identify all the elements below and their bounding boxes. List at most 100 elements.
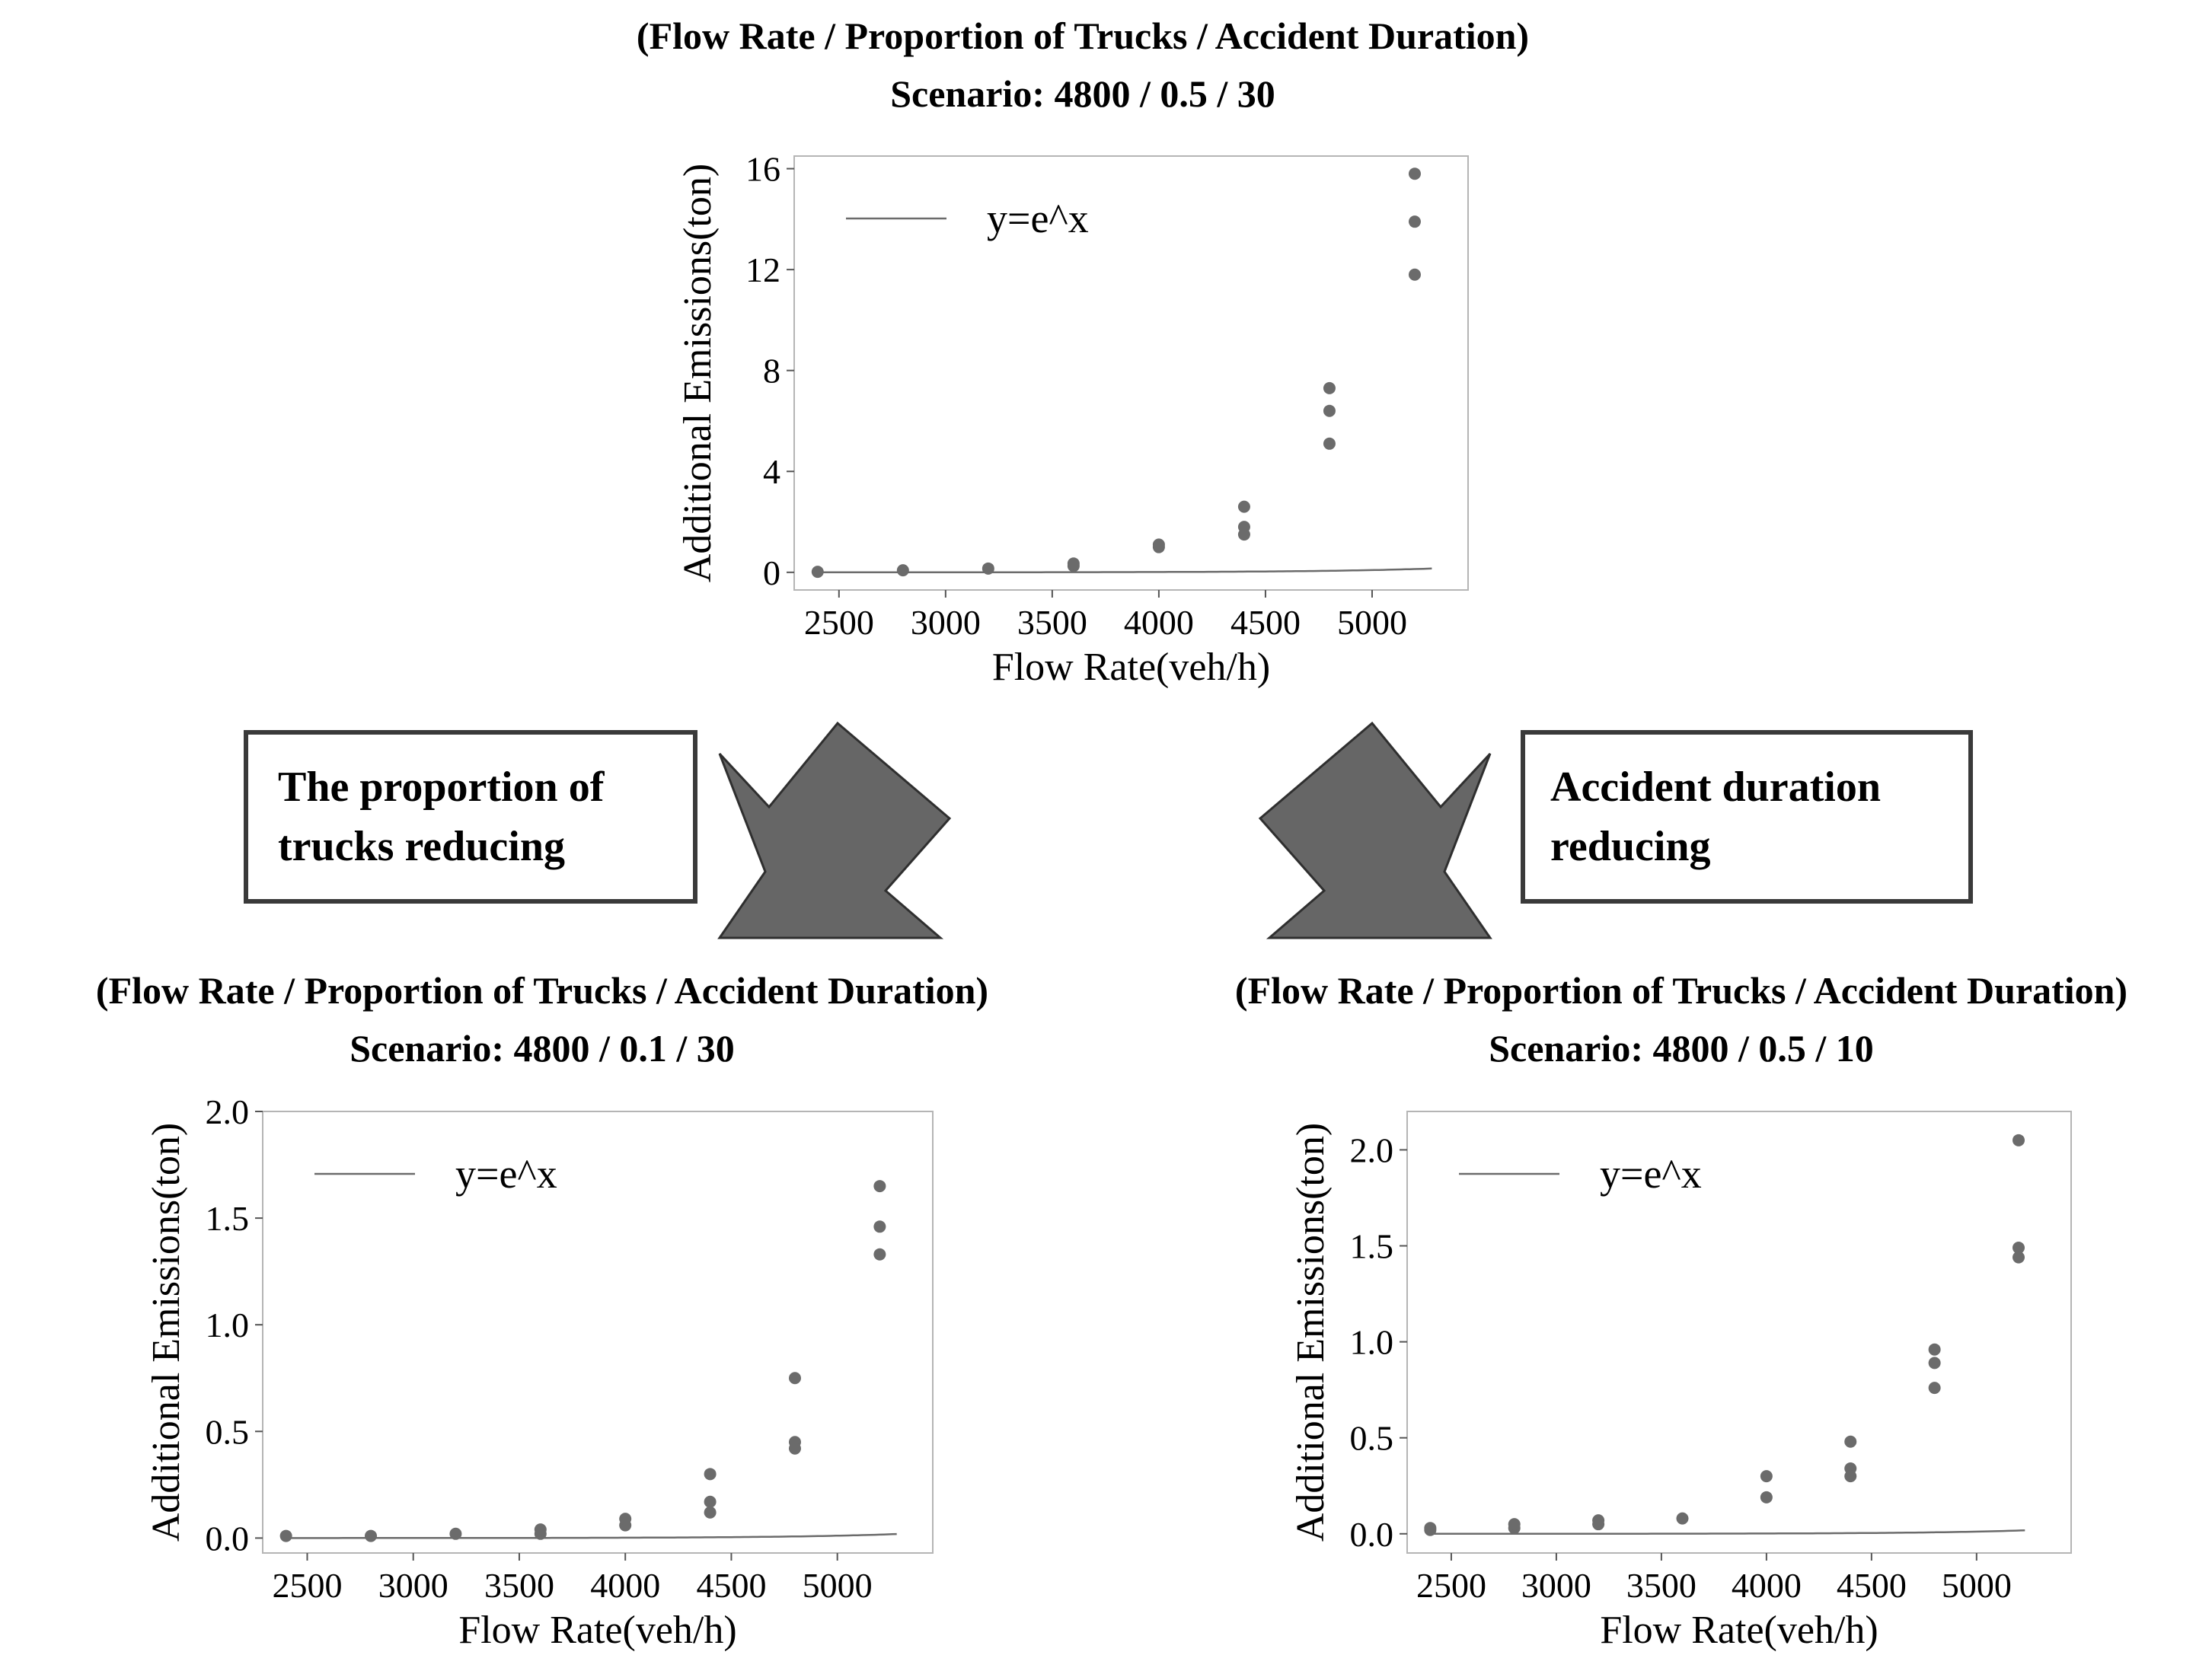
chart-bottom-right-title-line2: Scenario: 4800 / 0.5 / 10 [1489, 1027, 1874, 1070]
chart-bottom-left-data-point [704, 1506, 717, 1519]
chart-bottom-left-ytick-label: 1.5 [206, 1199, 250, 1238]
chart-top-xtick-label: 2500 [804, 603, 874, 642]
chart-bottom-left-data-point [534, 1523, 547, 1536]
chart-bottom-left-xtick-label: 3000 [378, 1566, 448, 1605]
chart-bottom-left-xtick-label: 5000 [803, 1566, 873, 1605]
chart-top-ytick-label: 0 [763, 553, 780, 592]
chart-top-xtick-label: 4500 [1230, 603, 1301, 642]
chart-top-ytick-label: 4 [763, 452, 780, 491]
chart-bottom-left-data-point [619, 1513, 632, 1526]
chart-top-data-point [1408, 167, 1421, 180]
chart-bottom-left-data-point [873, 1220, 886, 1233]
chart-bottom-right-data-point [1508, 1518, 1521, 1531]
chart-bottom-left-xtick-label: 2500 [272, 1566, 342, 1605]
chart-bottom-left-plot-frame [262, 1111, 934, 1554]
chart-bottom-right-ytick-label: 0.5 [1350, 1419, 1394, 1458]
chart-bottom-right-legend-label: y=e^x [1600, 1151, 1702, 1197]
chart-bottom-left-data-point [279, 1529, 292, 1542]
chart-top-data-point [1152, 538, 1165, 551]
chart-bottom-right-data-point [2013, 1134, 2025, 1146]
chart-bottom-right-data-point [1592, 1514, 1605, 1527]
chart-bottom-left-xlabel: Flow Rate(veh/h) [458, 1609, 736, 1652]
chart-bottom-left-title-line2: Scenario: 4800 / 0.1 / 30 [350, 1027, 735, 1070]
chart-top-xtick-label: 5000 [1337, 603, 1407, 642]
chart-bottom-left-data-point [449, 1527, 462, 1540]
chart-bottom-right-data-point [1424, 1522, 1437, 1535]
chart-bottom-right-data-point [1676, 1512, 1689, 1525]
chart-bottom-right-xtick-label: 2500 [1416, 1566, 1486, 1605]
chart-bottom-left-data-point [704, 1495, 717, 1508]
chart-bottom-left-ytick-label: 0.0 [206, 1519, 250, 1558]
chart-top-plot-frame [793, 155, 1469, 591]
chart-bottom-right-ytick-label: 2.0 [1350, 1130, 1394, 1169]
chart-top-xtick-label: 3500 [1017, 603, 1087, 642]
chart-bottom-right-data-point [1844, 1470, 1857, 1483]
box-trucks-reducing-line2: trucks reducing [278, 823, 565, 870]
chart-top-data-point [1323, 381, 1336, 394]
chart-bottom-right-xtick-label: 4000 [1732, 1566, 1802, 1605]
box-duration-reducing: Accident duration reducing [1521, 730, 1973, 904]
arrow-right-down-icon [1258, 721, 1492, 939]
box-trucks-reducing-frame [244, 730, 697, 904]
box-duration-reducing-line1: Accident duration [1550, 764, 1881, 811]
chart-bottom-left-data-point [788, 1442, 801, 1455]
chart-bottom-right-data-point [1928, 1357, 1941, 1370]
chart-bottom-right-data-point [1928, 1382, 1941, 1395]
chart-top-data-point [1237, 528, 1250, 541]
chart-top-title-line2: Scenario: 4800 / 0.5 / 30 [890, 72, 1275, 115]
box-duration-reducing-line2: reducing [1550, 823, 1711, 870]
chart-bottom-right-ytick-label: 0.0 [1350, 1515, 1394, 1554]
chart-bottom-right-title-line1: (Flow Rate / Proportion of Trucks / Acci… [1235, 969, 2127, 1012]
chart-top-ytick-label: 16 [745, 150, 780, 189]
chart-bottom-right-ytick-label: 1.5 [1350, 1227, 1394, 1266]
chart-bottom-left-title-line1: (Flow Rate / Proportion of Trucks / Acci… [96, 969, 988, 1012]
chart-top-data-point [1323, 404, 1336, 417]
chart-top-data-point [1067, 557, 1080, 570]
chart-bottom-left-data-point [704, 1468, 717, 1481]
chart-top-data-point [1408, 268, 1421, 281]
chart-top-data-point [896, 564, 909, 577]
chart-bottom-left-xtick-label: 4000 [590, 1566, 660, 1605]
chart-top-xtick-label: 4000 [1124, 603, 1194, 642]
chart-bottom-right-data-point [1760, 1470, 1773, 1483]
chart-top: (Flow Rate / Proportion of Trucks / Acci… [637, 14, 1529, 689]
chart-bottom-right-data-point [2013, 1242, 2025, 1255]
box-trucks-reducing: The proportion of trucks reducing [244, 730, 697, 904]
chart-top-xtick-label: 3000 [911, 603, 981, 642]
chart-bottom-left-data-point [365, 1529, 378, 1542]
chart-bottom-right-xtick-label: 3500 [1626, 1566, 1697, 1605]
chart-bottom-right-data-point [2013, 1251, 2025, 1264]
chart-bottom-right-xtick-label: 5000 [1942, 1566, 2012, 1605]
chart-bottom-left-data-point [788, 1372, 801, 1385]
chart-top-data-point [811, 566, 824, 579]
chart-bottom-right-data-point [1928, 1343, 1941, 1356]
chart-bottom-left-fit-curve [286, 1532, 897, 1539]
chart-bottom-left-data-point [873, 1180, 886, 1193]
chart-top-xlabel: Flow Rate(veh/h) [992, 646, 1270, 689]
chart-bottom-right-plot-frame [1406, 1111, 2072, 1554]
chart-top-title-line1: (Flow Rate / Proportion of Trucks / Acci… [637, 14, 1529, 57]
box-trucks-reducing-line1: The proportion of [278, 764, 605, 811]
chart-bottom-left-xtick-label: 3500 [484, 1566, 554, 1605]
chart-top-data-point [1408, 215, 1421, 228]
chart-bottom-left-ytick-label: 0.5 [206, 1412, 250, 1451]
chart-bottom-right: (Flow Rate / Proportion of Trucks / Acci… [1235, 969, 2127, 1652]
chart-bottom-right-fit-curve [1430, 1529, 2025, 1535]
chart-top-data-point [1323, 437, 1336, 450]
chart-bottom-left: (Flow Rate / Proportion of Trucks / Acci… [96, 969, 988, 1652]
chart-bottom-right-ytick-label: 1.0 [1350, 1323, 1394, 1362]
chart-bottom-left-ytick-label: 2.0 [206, 1092, 250, 1131]
chart-bottom-right-xlabel: Flow Rate(veh/h) [1600, 1609, 1878, 1652]
box-duration-reducing-frame [1521, 730, 1973, 904]
chart-bottom-left-legend-label: y=e^x [455, 1151, 557, 1197]
chart-bottom-left-ylabel: Additional Emissions(ton) [145, 1123, 188, 1542]
arrow-left-down-icon [717, 721, 952, 939]
chart-bottom-right-ylabel: Additional Emissions(ton) [1289, 1123, 1333, 1542]
chart-bottom-right-xtick-label: 3000 [1521, 1566, 1591, 1605]
chart-bottom-left-ytick-label: 1.0 [206, 1306, 250, 1344]
chart-bottom-right-data-point [1760, 1491, 1773, 1504]
chart-bottom-right-xtick-label: 4500 [1837, 1566, 1907, 1605]
chart-bottom-left-data-point [873, 1248, 886, 1261]
chart-top-data-point [982, 562, 994, 575]
